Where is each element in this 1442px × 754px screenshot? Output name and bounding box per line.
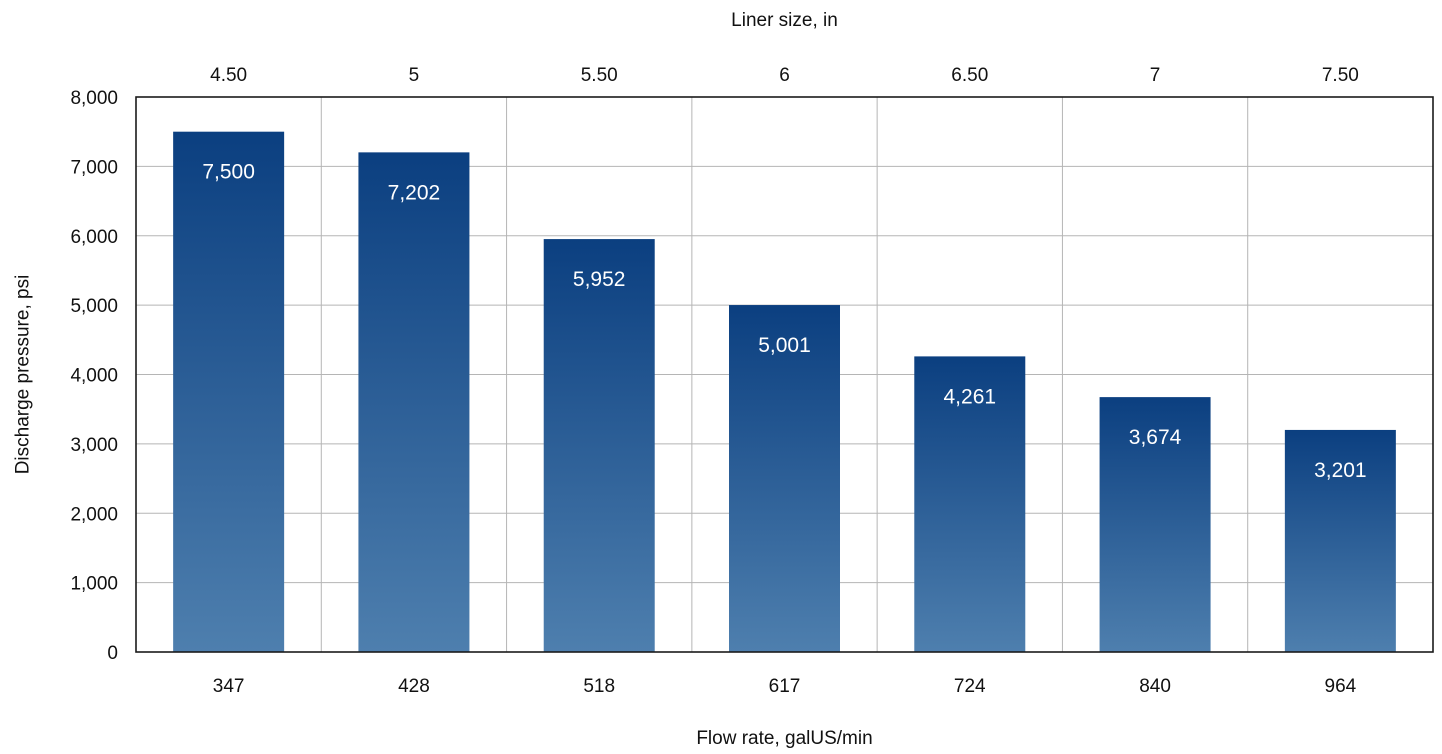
bar [729, 305, 840, 652]
bar-value-label: 7,202 [388, 181, 441, 204]
bar [1099, 397, 1211, 652]
top-tick-label: 5 [409, 65, 420, 86]
top-axis-ticks: 4.50 5 5.50 6 6.50 7 7.50 [210, 65, 1359, 86]
top-tick-label: 6.50 [951, 65, 988, 86]
bar [914, 356, 1026, 652]
top-axis-title: Liner size, in [731, 10, 838, 31]
data-labels: 7,500 7,202 5,952 5,001 4,261 3,674 3,201 [202, 161, 1366, 482]
x-tick-label: 428 [398, 676, 430, 697]
top-tick-label: 7.50 [1322, 65, 1359, 86]
plot-frame [135, 96, 1434, 653]
bar-value-label: 3,674 [1129, 426, 1182, 449]
top-tick-label: 5.50 [581, 65, 618, 86]
y-axis-title: Discharge pressure, psi [13, 275, 34, 475]
y-tick-label: 0 [107, 643, 118, 664]
x-axis-title: Flow rate, galUS/min [696, 728, 872, 749]
y-axis-ticks: 0 1,000 2,000 3,000 4,000 5,000 6,000 7,000 8,00… [70, 88, 118, 664]
bar [173, 131, 285, 652]
top-tick-label: 4.50 [210, 65, 247, 86]
bar-value-label: 5,952 [573, 268, 626, 291]
bars [173, 131, 1396, 652]
bar [358, 152, 470, 652]
top-tick-label: 6 [779, 65, 790, 86]
bar-value-label: 4,261 [944, 385, 997, 408]
x-tick-label: 518 [583, 676, 615, 697]
x-tick-label: 724 [954, 676, 986, 697]
y-tick-label: 2,000 [70, 504, 118, 525]
y-tick-label: 5,000 [70, 296, 118, 317]
y-tick-label: 4,000 [70, 366, 118, 387]
bar [1284, 429, 1396, 652]
y-tick-label: 1,000 [70, 574, 118, 595]
y-tick-label: 7,000 [70, 157, 118, 178]
x-tick-label: 617 [769, 676, 801, 697]
bar-value-label: 5,001 [758, 334, 811, 357]
bar-value-label: 7,500 [202, 161, 255, 184]
x-tick-label: 347 [213, 676, 245, 697]
x-tick-label: 964 [1325, 676, 1357, 697]
x-tick-label: 840 [1139, 676, 1171, 697]
y-tick-label: 6,000 [70, 227, 118, 248]
bar [543, 239, 655, 652]
bar-value-label: 3,201 [1314, 459, 1367, 482]
x-axis-ticks: 347 428 518 617 724 840 964 [213, 676, 1357, 697]
y-tick-label: 8,000 [70, 88, 118, 109]
top-tick-label: 7 [1150, 65, 1161, 86]
y-tick-label: 3,000 [70, 435, 118, 456]
